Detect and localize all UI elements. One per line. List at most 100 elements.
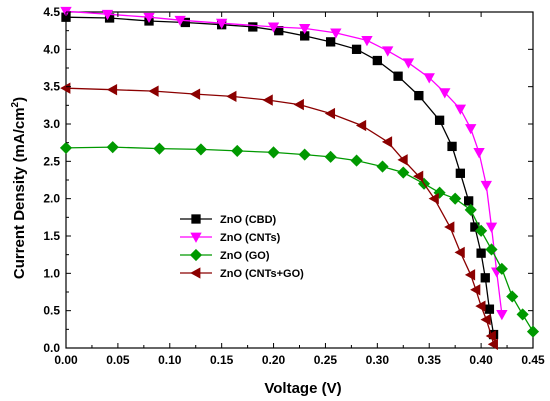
data-point: [299, 24, 311, 35]
data-point: [485, 222, 498, 233]
data-point: [325, 37, 336, 47]
data-point: [324, 107, 336, 120]
data-point: [473, 147, 485, 159]
x-tick-label: 0.20: [262, 353, 286, 367]
data-point: [454, 104, 467, 115]
data-point: [267, 22, 280, 33]
series-line: [65, 16, 495, 335]
data-point: [393, 71, 403, 81]
data-point: [484, 304, 495, 314]
y-axis-title-sup: 2: [10, 101, 21, 107]
data-point: [476, 248, 486, 258]
data-point: [475, 224, 488, 237]
data-point: [444, 221, 455, 233]
data-point: [153, 142, 166, 155]
series-4: [60, 82, 498, 350]
data-point: [516, 308, 529, 321]
data-point: [248, 22, 258, 32]
legend-item: ZnO (CBD): [180, 214, 277, 226]
legend-label: ZnO (CNTs): [220, 232, 281, 244]
x-tick-label: 0.05: [106, 353, 130, 367]
series-line: [65, 10, 503, 315]
data-point: [361, 35, 373, 47]
y-axis-title-close: ): [11, 97, 28, 102]
data-point: [372, 55, 382, 66]
data-point: [324, 150, 337, 163]
legend-label: ZnO (GO): [220, 250, 270, 262]
data-point: [298, 148, 311, 161]
x-tick-label: 0.00: [54, 353, 78, 367]
y-tick-label: 2.0: [43, 192, 60, 206]
legend-item: ZnO (GO): [180, 248, 270, 262]
data-point: [480, 313, 491, 326]
data-point: [447, 141, 457, 152]
data-point: [526, 325, 540, 338]
data-point: [402, 58, 415, 69]
data-point: [485, 330, 496, 342]
data-point: [355, 119, 367, 132]
x-tick-label: 0.25: [314, 353, 338, 367]
legend-swatch-marker: [191, 214, 201, 224]
data-point: [506, 290, 519, 303]
data-point: [382, 46, 394, 57]
series-1: [61, 12, 499, 340]
data-point: [413, 170, 424, 182]
series-3: [59, 141, 540, 338]
y-tick-label: 0.5: [43, 304, 60, 318]
data-point: [480, 180, 492, 192]
data-point: [428, 192, 439, 205]
y-tick-label: 0.0: [43, 341, 60, 355]
data-point: [101, 9, 114, 21]
data-point: [465, 124, 477, 135]
x-tick-label: 0.35: [418, 353, 442, 367]
data-point: [330, 28, 342, 39]
y-tick-label: 4.0: [43, 42, 60, 56]
data-point: [470, 284, 481, 296]
data-point: [455, 168, 466, 178]
data-point: [496, 309, 508, 321]
data-point: [381, 136, 393, 148]
data-point: [480, 273, 490, 283]
series-line: [65, 87, 495, 345]
data-point: [464, 196, 474, 206]
x-tick-label: 0.15: [210, 353, 234, 367]
x-tick-label: 0.10: [158, 353, 182, 367]
data-point: [59, 141, 73, 154]
data-point: [262, 94, 273, 106]
legend-swatch-marker: [190, 232, 202, 243]
data-point: [485, 243, 498, 256]
data-point: [397, 154, 408, 166]
y-axis-title-main: Current Density (mA/cm: [11, 107, 28, 279]
legend-label: ZnO (CBD): [220, 214, 277, 226]
legend-item: ZnO (CNTs+GO): [180, 267, 304, 280]
data-point: [174, 15, 186, 27]
data-point: [143, 12, 155, 24]
data-point: [215, 18, 228, 30]
data-point: [106, 83, 118, 96]
data-point: [475, 300, 486, 312]
series-layer: [59, 6, 540, 350]
data-point: [423, 73, 435, 84]
data-point: [60, 82, 71, 94]
data-point: [226, 90, 237, 103]
data-point: [293, 98, 304, 111]
data-point: [267, 146, 280, 159]
y-axis-title: Current Density (mA/cm2): [10, 97, 28, 279]
x-tick-label: 0.40: [469, 353, 493, 367]
data-point: [464, 269, 476, 281]
x-tick-label: 0.30: [366, 353, 390, 367]
y-tick-label: 4.5: [43, 5, 60, 19]
data-point: [106, 141, 119, 154]
data-point: [351, 44, 362, 54]
legend-label: ZnO (CNTs+GO): [220, 268, 304, 280]
legend-swatch-marker: [189, 248, 203, 262]
data-point: [376, 160, 389, 173]
data-point: [194, 143, 207, 156]
data-point: [189, 88, 201, 100]
data-point: [449, 192, 462, 205]
data-point: [495, 262, 508, 275]
data-point: [397, 166, 410, 179]
data-point: [439, 88, 451, 99]
axes-layer: 0.00 0.05 0.10 0.15 0.20 0.25 0.30 0.35 0.40 0.45…: [43, 5, 545, 367]
